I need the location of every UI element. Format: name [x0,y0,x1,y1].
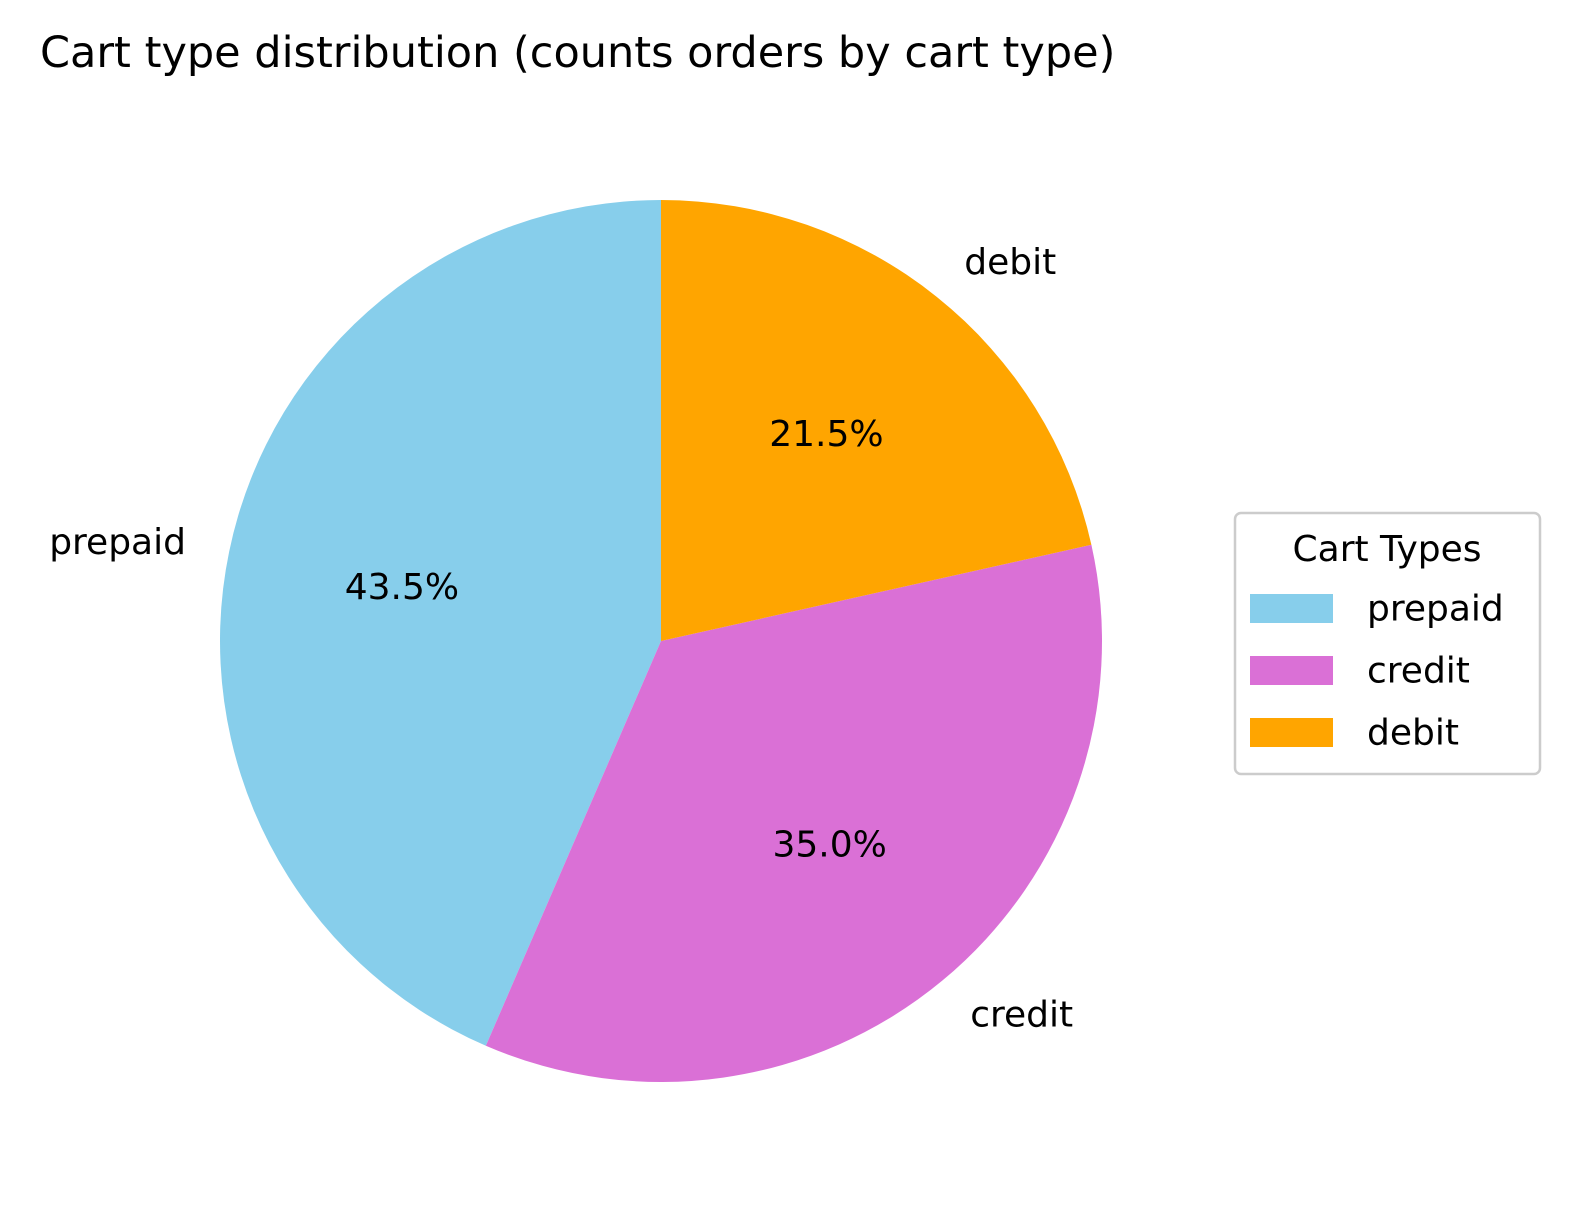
legend-label-credit: credit [1367,651,1470,692]
slice-percent-credit: 35.0% [772,824,886,865]
legend-swatch-prepaid [1250,594,1333,623]
slice-label-prepaid: prepaid [49,522,186,563]
pie-percent-labels: 43.5% 35.0% 21.5% [345,414,887,865]
legend-swatch-credit [1250,656,1333,685]
legend-entries: prepaid credit debit [1250,589,1504,754]
chart-title: Cart type distribution (counts orders by… [40,28,1115,78]
pie-slices [220,200,1102,1082]
pie-outer-labels: prepaid credit debit [49,242,1073,1035]
legend-swatch-debit [1250,718,1333,747]
pie-slice-credit [485,544,1102,1082]
legend-label-prepaid: prepaid [1367,589,1504,630]
pie-slice-debit [661,200,1092,641]
legend: Cart Types prepaid credit debit [1233,511,1542,776]
slice-label-debit: debit [964,242,1056,283]
legend-frame [1233,511,1542,776]
slice-label-credit: credit [970,994,1073,1035]
legend-label-debit: debit [1367,713,1459,754]
legend-title: Cart Types [1293,529,1482,570]
slice-percent-prepaid: 43.5% [345,567,459,608]
pie-slice-prepaid [220,200,661,1046]
slice-percent-debit: 21.5% [769,414,883,455]
